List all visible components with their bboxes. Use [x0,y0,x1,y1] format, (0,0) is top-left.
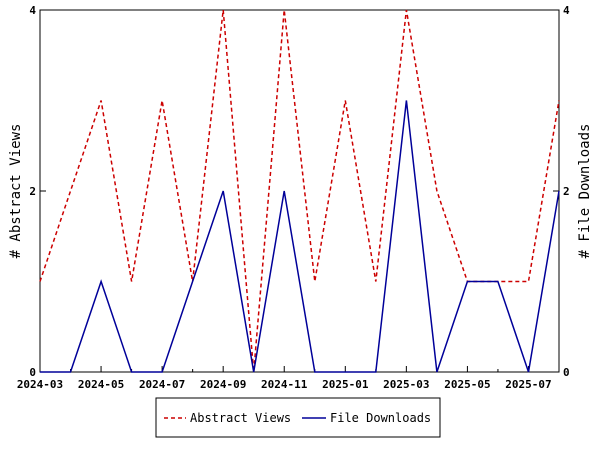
legend-label-file-downloads: File Downloads [330,411,431,425]
x-tick-label: 2024-11 [261,378,308,391]
series-layer [39,9,560,373]
x-tick-label: 2024-05 [78,378,124,391]
y-left-tick-label: 0 [29,366,36,379]
x-tick-label: 2025-07 [505,378,551,391]
y-right-tick-label: 0 [563,366,570,379]
plot-area [39,9,560,373]
x-tick-label: 2024-03 [17,378,63,391]
series-file-downloads [39,100,560,373]
y-axis-left-title: # Abstract Views [8,124,24,259]
x-tick-label: 2024-07 [139,378,185,391]
series-line-abstract-views [39,9,560,373]
x-tick-label: 2025-03 [383,378,429,391]
y-left-tick-label: 4 [29,4,36,17]
legend-label-abstract-views: Abstract Views [190,411,291,425]
y-axis-right-title: # File Downloads [577,124,593,259]
series-line-file-downloads [40,100,560,373]
x-tick-label: 2024-09 [200,378,246,391]
legend: Abstract Views File Downloads [155,397,441,438]
y-left-tick-label: 2 [29,185,36,198]
x-tick-label: 2025-05 [444,378,490,391]
y-right-tick-label: 4 [563,4,570,17]
plot-frame [39,9,560,373]
axis-ticks: 2024-03 2024-05 2024-07 2024-09 2024-11 2025-… [17,4,570,391]
series-abstract-views [39,9,560,373]
x-tick-label: 2025-01 [322,378,369,391]
legend-frame [155,397,441,438]
y-right-tick-label: 2 [563,185,570,198]
